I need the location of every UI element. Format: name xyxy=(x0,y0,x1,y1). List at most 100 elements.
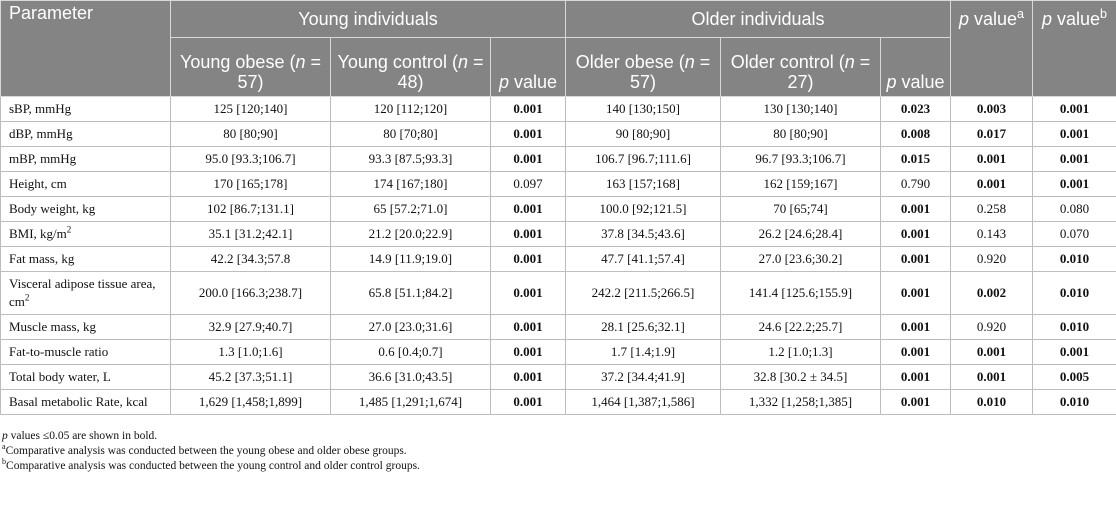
footnote: aComparative analysis was conducted betw… xyxy=(2,443,1116,459)
value-cell: 0.001 xyxy=(490,146,566,172)
value-cell: 1,629 [1,458;1,899] xyxy=(170,389,331,415)
table-row: Body weight, kg 102 [86.7;131.1] 65 [57.2;… xyxy=(0,196,1116,222)
parameter-cell: sBP, mmHg xyxy=(0,96,171,122)
text: Muscle mass, kg xyxy=(9,319,97,334)
value-cell: 0.6 [0.4;0.7] xyxy=(330,339,491,365)
value-cell: 96.7 [93.3;106.7] xyxy=(720,146,881,172)
subcolumn-header: Older obese (n = 57) xyxy=(565,37,721,97)
value-cell: 141.4 [125.6;155.9] xyxy=(720,271,881,315)
value-cell: 200.0 [166.3;238.7] xyxy=(170,271,331,315)
header-row: Young obese (n = 57) Young control (n = 4… xyxy=(1,37,1116,97)
value-cell: 70 [65;74] xyxy=(720,196,881,222)
parameter-cell: BMI, kg/m2 xyxy=(0,221,171,247)
table-row: dBP, mmHg 80 [80;90] 80 [70;80] 0.001 90 [80… xyxy=(0,121,1116,147)
value-cell: 45.2 [37.3;51.1] xyxy=(170,364,331,390)
parameter-cell: Basal metabolic Rate, kcal xyxy=(0,389,171,415)
value-cell: 37.8 [34.5;43.6] xyxy=(565,221,721,247)
parameter-cell: Fat-to-muscle ratio xyxy=(0,339,171,365)
value-cell: 0.080 xyxy=(1032,196,1116,222)
value-cell: 1,332 [1,258;1,385] xyxy=(720,389,881,415)
text: Older control ( xyxy=(730,52,845,72)
text: Visceral adipose tissue area, cm xyxy=(9,276,156,309)
value-cell: 80 [80;90] xyxy=(720,121,881,147)
value-cell: 170 [165;178] xyxy=(170,171,331,197)
data-table: Parameter Young individuals Older individu… xyxy=(0,0,1116,415)
value-cell: 0.001 xyxy=(490,389,566,415)
value-cell: 130 [130;140] xyxy=(720,96,881,122)
value-cell: 242.2 [211.5;266.5] xyxy=(565,271,721,315)
text: Comparative analysis was conducted betwe… xyxy=(5,445,407,457)
text: b xyxy=(2,457,7,467)
text: value xyxy=(508,72,558,92)
value-cell: 100.0 [92;121.5] xyxy=(565,196,721,222)
value-cell: 0.001 xyxy=(490,364,566,390)
text: = 57) xyxy=(629,52,711,92)
header-cell: p valuea xyxy=(950,0,1033,97)
text: value xyxy=(896,72,945,92)
value-cell: 0.790 xyxy=(880,171,951,197)
value-cell: 174 [167;180] xyxy=(330,171,491,197)
table-row: Fat mass, kg 42.2 [34.3;57.8 14.9 [11.9;19… xyxy=(0,246,1116,272)
table-row: Basal metabolic Rate, kcal 1,629 [1,458;1… xyxy=(0,389,1116,415)
value-cell: 0.920 xyxy=(950,314,1033,340)
value-cell: 0.001 xyxy=(880,271,951,315)
text: 2 xyxy=(24,292,30,303)
parameter-cell: Height, cm xyxy=(0,171,171,197)
value-cell: 0.001 xyxy=(880,314,951,340)
value-cell: 0.001 xyxy=(1032,146,1116,172)
text: b xyxy=(1100,7,1108,21)
value-cell: 0.010 xyxy=(950,389,1033,415)
text: Height, cm xyxy=(9,176,67,191)
table-row: Total body water, L 45.2 [37.3;51.1] 36.6 … xyxy=(0,364,1116,390)
value-cell: 0.001 xyxy=(1032,171,1116,197)
value-cell: 65 [57.2;71.0] xyxy=(330,196,491,222)
text: Fat-to-muscle ratio xyxy=(9,344,109,359)
text: p xyxy=(1041,9,1052,29)
value-cell: 0.001 xyxy=(490,314,566,340)
text: = 27) xyxy=(787,52,871,92)
subcolumn-header: Young control (n = 48) xyxy=(330,37,491,97)
value-cell: 0.015 xyxy=(880,146,951,172)
value-cell: 0.001 xyxy=(880,339,951,365)
text: n xyxy=(295,52,306,72)
value-cell: 0.005 xyxy=(1032,364,1116,390)
value-cell: 0.143 xyxy=(950,221,1033,247)
value-cell: 0.001 xyxy=(880,221,951,247)
parameter-cell: dBP, mmHg xyxy=(0,121,171,147)
value-cell: 32.8 [30.2 ± 34.5] xyxy=(720,364,881,390)
text: n xyxy=(684,52,695,72)
value-cell: 0.001 xyxy=(1032,121,1116,147)
text: mBP, mmHg xyxy=(9,151,77,166)
value-cell: 28.1 [25.6;32.1] xyxy=(565,314,721,340)
footnote: bComparative analysis was conducted betw… xyxy=(2,457,1116,474)
value-cell: 102 [86.7;131.1] xyxy=(170,196,331,222)
value-cell: 125 [120;140] xyxy=(170,96,331,122)
value-cell: 0.023 xyxy=(880,96,951,122)
value-cell: 32.9 [27.9;40.7] xyxy=(170,314,331,340)
table-row: Visceral adipose tissue area, cm2 200.0 [… xyxy=(0,271,1116,315)
value-cell: 0.001 xyxy=(1032,96,1116,122)
value-cell: 42.2 [34.3;57.8 xyxy=(170,246,331,272)
value-cell: 0.097 xyxy=(490,171,566,197)
parameter-cell: mBP, mmHg xyxy=(0,146,171,172)
subcolumn-header: p value xyxy=(880,37,951,97)
value-cell: 27.0 [23.6;30.2] xyxy=(720,246,881,272)
table-row: Fat-to-muscle ratio 1.3 [1.0;1.6] 0.6 [0.4… xyxy=(0,339,1116,365)
value-cell: 80 [70;80] xyxy=(330,121,491,147)
value-cell: 95.0 [93.3;106.7] xyxy=(170,146,331,172)
value-cell: 0.003 xyxy=(950,96,1033,122)
footnote: p values ≤0.05 are shown in bold. xyxy=(2,429,1116,444)
text: Fat mass, kg xyxy=(9,251,75,266)
value-cell: 0.070 xyxy=(1032,221,1116,247)
value-cell: 0.258 xyxy=(950,196,1033,222)
value-cell: 0.001 xyxy=(950,339,1033,365)
table-row: mBP, mmHg 95.0 [93.3;106.7] 93.3 [87.5;93.… xyxy=(0,146,1116,172)
value-cell: 1.3 [1.0;1.6] xyxy=(170,339,331,365)
text: BMI, kg/m xyxy=(9,226,67,241)
value-cell: 163 [157;168] xyxy=(565,171,721,197)
value-cell: 0.001 xyxy=(880,196,951,222)
value-cell: 140 [130;150] xyxy=(565,96,721,122)
parameter-cell: Muscle mass, kg xyxy=(0,314,171,340)
parameter-cell: Body weight, kg xyxy=(0,196,171,222)
text: Basal metabolic Rate, kcal xyxy=(9,394,148,409)
